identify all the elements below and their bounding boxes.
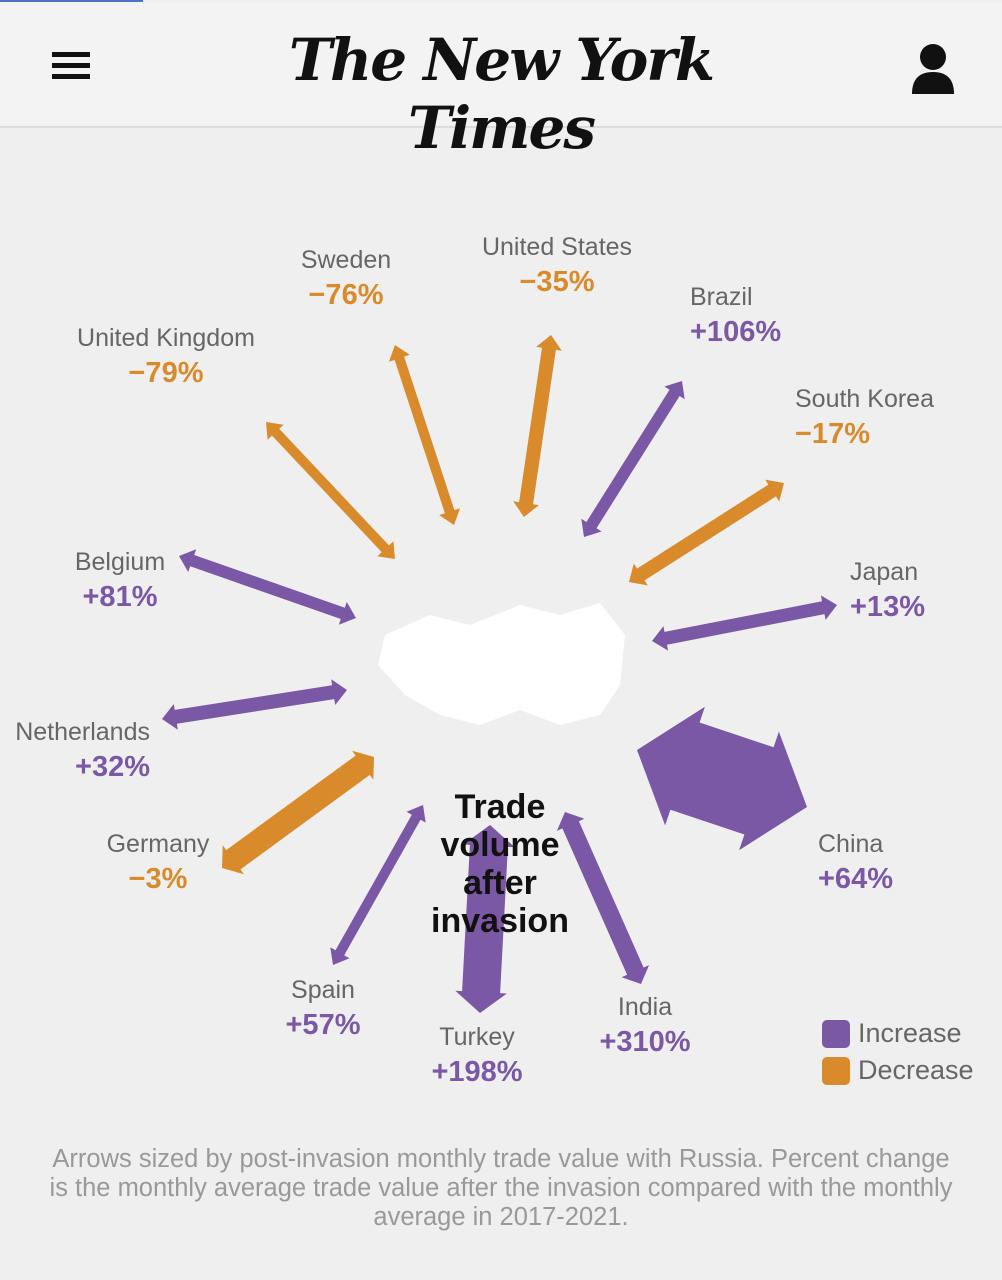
increase-swatch [822, 1019, 850, 1048]
country-label-germany: Germany [107, 830, 210, 858]
user-account-icon[interactable] [908, 42, 958, 98]
center-title: Trade volume after invasion [431, 788, 569, 940]
hamburger-menu-icon[interactable] [52, 52, 92, 82]
country-label-spain: Spain [291, 976, 355, 1004]
country-label-sweden: Sweden [301, 246, 391, 274]
arrow-brazil [581, 381, 685, 537]
arrow-united-states [513, 335, 562, 517]
change-label-united-states: −35% [520, 266, 595, 298]
russia-map-silhouette [378, 603, 625, 725]
site-header: The New York Times [0, 2, 1002, 162]
legend-label-increase: Increase [858, 1018, 962, 1048]
arrow-sweden [388, 345, 461, 525]
legend-item-increase: Increase [822, 1015, 974, 1052]
arrow-india [556, 812, 650, 984]
arrow-spain [330, 805, 426, 965]
change-label-germany: −3% [129, 863, 188, 895]
legend: Increase Decrease [822, 1015, 974, 1089]
country-label-netherlands: Netherlands [15, 718, 150, 746]
arrow-belgium [179, 549, 356, 625]
arrow-germany [222, 750, 374, 875]
legend-item-decrease: Decrease [822, 1052, 974, 1089]
country-label-turkey: Turkey [439, 1023, 515, 1051]
top-accent-line [0, 0, 143, 2]
chart-footnote: Arrows sized by post-invasion monthly tr… [49, 1145, 953, 1231]
change-label-india: +310% [599, 1026, 690, 1058]
arrow-south-korea [629, 479, 784, 586]
country-label-japan: Japan [850, 558, 918, 586]
country-label-united-kingdom: United Kingdom [77, 324, 255, 352]
change-label-netherlands: +32% [75, 751, 150, 783]
arrow-china [637, 706, 807, 851]
arrow-united-kingdom [266, 422, 395, 559]
country-label-south-korea: South Korea [795, 385, 934, 413]
chart-panel: United States −35% Brazil +106% South Korea −… [0, 195, 1002, 1280]
arrow-japan [652, 595, 837, 651]
change-label-united-kingdom: −79% [129, 357, 204, 389]
change-label-turkey: +198% [431, 1056, 522, 1088]
country-label-belgium: Belgium [75, 548, 165, 576]
change-label-japan: +13% [850, 591, 925, 623]
change-label-belgium: +81% [83, 581, 158, 613]
arrow-netherlands [162, 679, 347, 730]
change-label-china: +64% [818, 863, 893, 895]
country-label-china: China [818, 830, 883, 858]
decrease-swatch [822, 1056, 850, 1085]
change-label-sweden: −76% [309, 279, 384, 311]
arrow-turkey [455, 825, 515, 1013]
trade-arrow-chart: United States −35% Brazil +106% South Korea −… [15, 233, 934, 1088]
change-label-brazil: +106% [690, 316, 781, 348]
country-label-united-states: United States [482, 233, 632, 261]
change-label-spain: +57% [286, 1009, 361, 1041]
change-label-south-korea: −17% [795, 418, 870, 450]
country-label-india: India [618, 993, 672, 1021]
legend-label-decrease: Decrease [858, 1055, 974, 1085]
country-label-brazil: Brazil [690, 283, 753, 311]
site-logo[interactable]: The New York Times [288, 26, 715, 162]
